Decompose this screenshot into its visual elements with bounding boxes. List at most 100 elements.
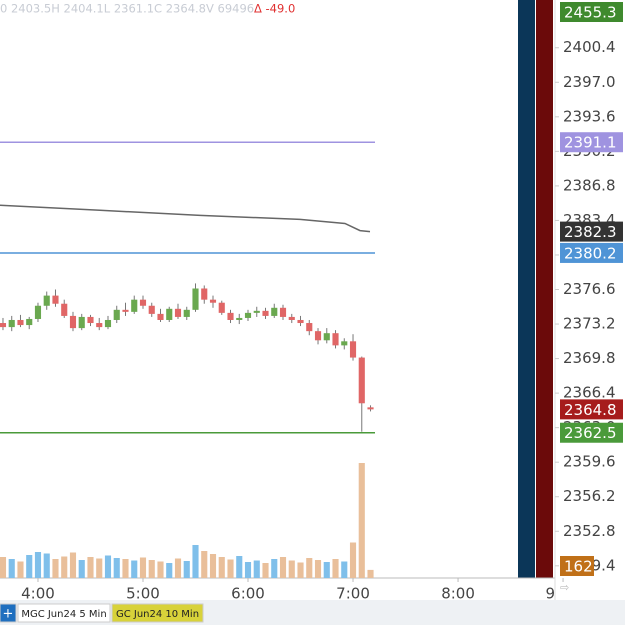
candle-body (87, 316, 94, 324)
volume-bar (306, 558, 313, 578)
y-tick-label: 2400.4 (563, 38, 616, 56)
candle-body (113, 309, 120, 320)
candle-body (122, 309, 129, 312)
candle-body (166, 308, 173, 320)
y-tick-label: 2376.6 (563, 280, 616, 298)
volume-bar (87, 557, 94, 578)
y-tick-label: 2366.4 (563, 384, 616, 402)
volume-bar (271, 559, 278, 578)
volume-bar (166, 563, 173, 578)
volume-bar (218, 557, 225, 578)
y-tick-label: 2356.2 (563, 487, 616, 505)
tab-label[interactable]: + (3, 607, 14, 622)
candle-body (34, 305, 42, 319)
volume-bar (183, 561, 190, 578)
tab[interactable] (17, 603, 111, 623)
volume-bar (8, 559, 15, 578)
candle-body (8, 319, 15, 328)
y-tick-label: 2393.6 (563, 107, 616, 125)
candle-body (174, 308, 182, 317)
candle-body (157, 313, 164, 320)
y-tick-label: 2397.0 (563, 73, 616, 91)
x-tick-label: 8:00 (441, 585, 475, 603)
volume-bar (314, 560, 322, 578)
candle-body (349, 341, 357, 358)
tab[interactable] (111, 603, 204, 623)
volume-bar (244, 562, 252, 578)
volume-tag-label: 162 (564, 558, 593, 576)
candle-body (262, 310, 269, 316)
volume-bar (96, 558, 103, 578)
candle-body (0, 323, 7, 328)
price-tag-label: 2455.3 (564, 4, 617, 22)
candle-body (78, 316, 85, 329)
volume-bar (148, 560, 155, 578)
price-tag-label: 2391.1 (564, 134, 617, 152)
candle-body (26, 318, 33, 326)
candle-body (69, 315, 77, 329)
price-tag-label: 2362.5 (564, 424, 617, 442)
volume-bar (262, 563, 269, 578)
price-tag (560, 221, 623, 242)
candle-body (52, 295, 59, 304)
candle-body (96, 323, 103, 328)
volume-bar (78, 560, 85, 578)
candle-body (61, 303, 68, 316)
y-tick-label: 2373.2 (563, 315, 616, 333)
candle-body (332, 333, 339, 346)
price-tag (560, 422, 623, 443)
volume-bar (332, 559, 339, 578)
tab-label[interactable]: MGC Jun24 5 Min (21, 609, 106, 620)
candle-body (183, 309, 190, 317)
volume-bar (104, 555, 112, 578)
volume-bar (17, 561, 24, 578)
volume-bar (236, 556, 243, 578)
y-tick-label: 2369.8 (563, 349, 616, 367)
candle-body (201, 288, 208, 300)
candle-body (279, 307, 287, 317)
candle-body (358, 357, 365, 404)
price-tag-label: 2364.8 (564, 401, 617, 419)
profile-bar (536, 0, 553, 578)
ohlc-header: 0 2403.5H 2404.1L 2361.1C 2364.8V 69496 (0, 2, 254, 16)
x-tick-label: 9 (545, 585, 555, 603)
volume-bar (253, 560, 260, 578)
volume-bar (297, 562, 304, 578)
candle-body (306, 323, 313, 332)
volume-bar (201, 551, 208, 578)
candle-body (271, 307, 278, 316)
candle-body (43, 295, 50, 306)
volume-bar (52, 559, 59, 578)
candle-body (244, 312, 252, 318)
profile-bar (518, 0, 535, 578)
volume-bar (323, 562, 330, 578)
volume-bar (139, 557, 147, 578)
price-tag-label: 2382.3 (564, 223, 617, 241)
scroll-arrow[interactable]: ⇨ (560, 581, 569, 594)
price-tag (560, 2, 623, 22)
candle-body (367, 407, 374, 410)
price-tag (560, 399, 623, 420)
x-tick-label: 7:00 (336, 585, 370, 603)
candle-body (236, 317, 243, 320)
volume-bar (113, 558, 120, 578)
candle-body (209, 299, 217, 303)
x-tick-label: 6:00 (231, 585, 265, 603)
tab[interactable] (0, 603, 17, 623)
volume-bar (131, 560, 138, 578)
candle-body (139, 299, 147, 306)
tab-label[interactable]: GC Jun24 10 Min (116, 609, 199, 620)
volume-bar (26, 555, 33, 578)
volume-bar (349, 542, 357, 578)
x-tick-label: 4:00 (21, 585, 55, 603)
volume-bar (209, 554, 217, 578)
y-tick-label: 2386.8 (563, 176, 616, 194)
volume-bar (122, 559, 129, 578)
price-tag (560, 242, 623, 263)
candle-body (314, 331, 322, 341)
candle-body (297, 319, 304, 324)
volume-bar (367, 569, 374, 578)
volume-bar (227, 559, 234, 578)
volume-bar (192, 545, 199, 578)
